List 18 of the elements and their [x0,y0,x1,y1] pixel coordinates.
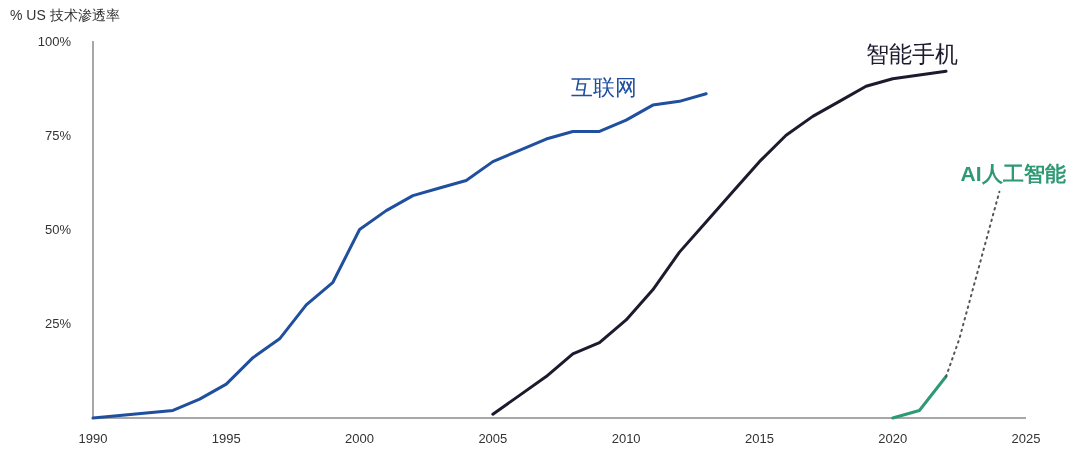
x-tick-label: 1995 [211,430,241,446]
y-tick-label: 75% [44,127,72,143]
series-label: 智能手机 [866,41,959,68]
x-tick-label: 2020 [878,430,908,446]
x-tick-label: 2010 [611,430,641,446]
x-tick-label: 2025 [1011,430,1041,446]
line-series [945,190,1001,378]
text: AI人工智能 [960,162,1066,186]
y-tick-label: 100% [37,33,72,49]
line-series [491,69,948,416]
y-tick-label: 50% [44,222,72,237]
y-tick-label: 25% [44,316,72,332]
x-tick-label: 2015 [744,430,774,446]
x-tick-label: 2000 [345,430,375,446]
series-label: 互联网 [571,75,638,101]
y-axis-title: % US 技术渗透率 [10,7,120,23]
x-tick-label: 2005 [478,430,508,446]
x-tick-label: 1990 [78,430,108,446]
